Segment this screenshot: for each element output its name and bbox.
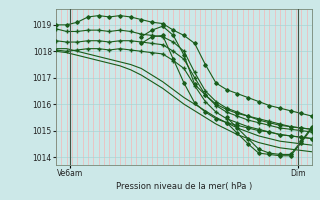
X-axis label: Pression niveau de la mer( hPa ): Pression niveau de la mer( hPa )	[116, 182, 252, 191]
